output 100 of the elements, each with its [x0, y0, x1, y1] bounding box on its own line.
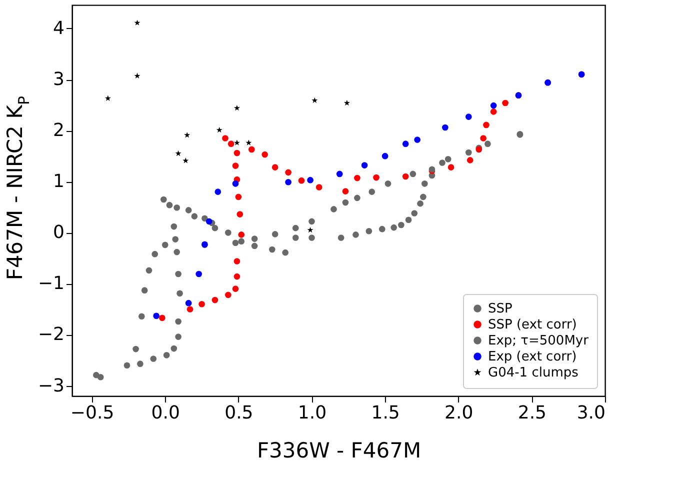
- x-axis-title: F336W - F467M: [256, 438, 422, 462]
- point: [212, 224, 218, 232]
- point: [124, 362, 130, 369]
- point: [285, 169, 292, 176]
- legend-label: G04-1 clumps: [488, 366, 579, 380]
- point: [182, 158, 189, 164]
- y-tick-label: 1: [53, 171, 64, 192]
- point: [146, 267, 152, 274]
- point: [153, 312, 160, 320]
- point: [234, 273, 240, 280]
- point: [292, 234, 299, 241]
- x-tick-label: 0.5: [224, 402, 254, 424]
- point: [465, 114, 472, 120]
- point: [184, 132, 190, 138]
- point: [308, 218, 315, 225]
- legend-label: SSP (ext corr): [488, 318, 577, 332]
- point: [225, 292, 232, 298]
- point: [466, 157, 474, 164]
- point: [342, 199, 349, 206]
- x-tick-label: 2.0: [444, 402, 474, 424]
- point: [352, 232, 359, 238]
- point: [421, 180, 428, 187]
- point: [308, 234, 315, 241]
- point: [185, 300, 192, 306]
- point: [344, 100, 350, 106]
- point: [285, 178, 292, 186]
- point: [238, 238, 245, 244]
- point: [97, 374, 104, 380]
- x-tick-label: 3.0: [576, 402, 606, 424]
- point: [373, 174, 380, 181]
- point: [292, 224, 299, 232]
- point: [134, 72, 140, 79]
- point: [390, 224, 398, 231]
- point: [225, 230, 232, 236]
- point: [132, 346, 139, 352]
- point: [272, 231, 278, 238]
- point: [235, 194, 242, 200]
- x-tick-label: 0.0: [151, 402, 180, 424]
- point: [368, 188, 376, 195]
- point: [316, 184, 322, 190]
- point: [480, 135, 486, 142]
- point: [234, 150, 240, 156]
- y-tick-label: 4: [53, 18, 64, 39]
- point: [414, 136, 420, 143]
- x-tick-label: 1.0: [298, 402, 327, 424]
- point: [248, 146, 255, 153]
- point: [162, 242, 168, 248]
- point: [354, 174, 360, 182]
- point: [442, 124, 448, 131]
- point: [307, 176, 314, 184]
- point: [402, 173, 409, 180]
- point: [410, 170, 416, 178]
- point: [198, 300, 205, 308]
- point: [170, 223, 178, 230]
- x-tick-label: 1.5: [371, 402, 400, 424]
- point: [282, 249, 289, 256]
- point: [384, 180, 392, 187]
- point: [490, 102, 497, 109]
- point: [251, 236, 258, 242]
- point: [152, 250, 158, 258]
- point: [137, 360, 144, 367]
- point: [175, 318, 182, 325]
- point: [175, 150, 182, 156]
- point: [232, 162, 239, 169]
- point: [338, 234, 344, 241]
- point: [268, 246, 276, 253]
- y-tick-label: 2: [53, 120, 64, 142]
- point: [448, 164, 454, 170]
- point: [502, 100, 508, 106]
- point: [232, 240, 239, 246]
- y-tick-label: −3: [38, 375, 64, 396]
- point: [411, 210, 418, 216]
- point: [298, 177, 305, 184]
- point: [417, 200, 424, 207]
- point: [484, 140, 491, 147]
- y-tick-label: 3: [53, 69, 64, 90]
- point: [465, 149, 472, 156]
- point: [175, 334, 182, 340]
- point: [166, 202, 173, 208]
- point: [361, 162, 368, 168]
- point: [366, 228, 372, 234]
- legend-label: Exp (ext corr): [488, 350, 577, 364]
- point: [174, 204, 180, 211]
- point: [202, 215, 208, 222]
- point: [232, 180, 239, 187]
- point: [398, 222, 404, 228]
- point: [330, 206, 337, 212]
- point: [175, 270, 182, 278]
- point: [307, 226, 314, 233]
- y-tick-label: −2: [38, 324, 64, 346]
- point: [172, 236, 179, 242]
- point: [141, 287, 148, 294]
- point: [228, 140, 234, 147]
- point: [251, 242, 258, 250]
- point: [104, 95, 111, 101]
- point: [222, 135, 228, 142]
- point: [232, 286, 239, 292]
- point: [490, 108, 497, 115]
- point: [420, 194, 426, 200]
- point: [262, 151, 268, 158]
